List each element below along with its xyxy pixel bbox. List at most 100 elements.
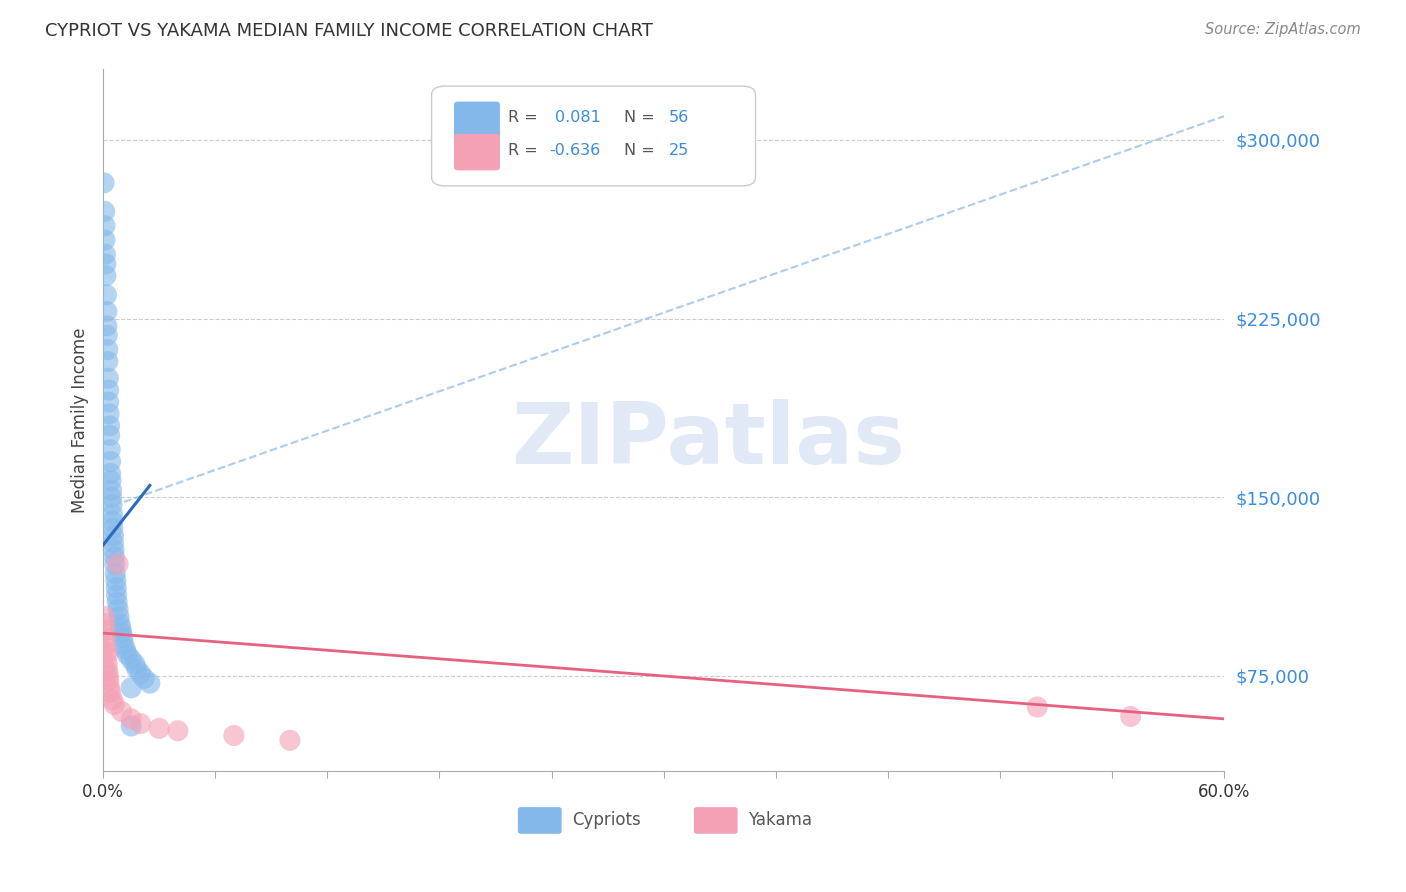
Point <box>94 233 117 247</box>
Point <box>96 649 118 664</box>
Point <box>105 581 128 595</box>
Point <box>111 626 134 640</box>
Point <box>120 719 142 733</box>
Point <box>97 354 120 368</box>
Point <box>103 698 125 712</box>
Point <box>97 669 120 683</box>
Point <box>96 288 118 302</box>
Point <box>94 631 117 645</box>
Text: 56: 56 <box>669 111 689 125</box>
Text: ZIPatlas: ZIPatlas <box>512 400 905 483</box>
Point <box>100 454 122 468</box>
Point <box>96 304 118 318</box>
Point <box>139 676 162 690</box>
Point <box>98 442 121 457</box>
Point <box>100 467 122 481</box>
FancyBboxPatch shape <box>695 807 738 834</box>
Point <box>101 514 124 528</box>
Point <box>111 705 134 719</box>
Text: R =: R = <box>508 144 543 158</box>
Point <box>112 638 135 652</box>
Point <box>96 328 118 343</box>
Point <box>100 686 122 700</box>
FancyBboxPatch shape <box>517 807 561 834</box>
Point <box>104 566 127 581</box>
Point <box>110 621 132 635</box>
Point <box>120 652 142 666</box>
Point <box>129 716 152 731</box>
Point <box>103 542 125 557</box>
Point <box>97 383 120 397</box>
Point <box>101 693 124 707</box>
Point <box>105 588 128 602</box>
Point <box>222 729 245 743</box>
Point <box>103 535 125 549</box>
Point <box>108 609 131 624</box>
Point <box>100 483 122 498</box>
FancyBboxPatch shape <box>432 87 755 186</box>
Point <box>103 549 125 564</box>
Text: Source: ZipAtlas.com: Source: ZipAtlas.com <box>1205 22 1361 37</box>
Point <box>93 609 115 624</box>
Point <box>1026 700 1049 714</box>
Text: N =: N = <box>624 144 661 158</box>
Point <box>96 318 118 333</box>
Point <box>94 268 117 283</box>
FancyBboxPatch shape <box>454 102 501 138</box>
Y-axis label: Median Family Income: Median Family Income <box>72 327 89 513</box>
Point <box>97 673 120 688</box>
Point <box>93 204 115 219</box>
Point <box>105 595 128 609</box>
Point <box>101 507 124 521</box>
Point <box>107 602 129 616</box>
Text: R =: R = <box>508 111 543 125</box>
Point <box>125 662 148 676</box>
Point <box>96 657 118 671</box>
Point <box>167 723 190 738</box>
Point <box>98 407 121 421</box>
Point <box>97 664 120 678</box>
Point <box>107 557 129 571</box>
Point <box>93 616 115 631</box>
Point <box>97 371 120 385</box>
Point <box>101 498 124 512</box>
Text: N =: N = <box>624 111 661 125</box>
Point <box>98 681 121 695</box>
Point <box>111 631 134 645</box>
Point <box>100 491 122 505</box>
Point <box>94 247 117 261</box>
Point <box>101 521 124 535</box>
Point <box>129 666 152 681</box>
Point <box>94 638 117 652</box>
Point <box>103 528 125 542</box>
Point <box>94 624 117 638</box>
Point <box>97 343 120 357</box>
Text: 0.081: 0.081 <box>555 111 600 125</box>
Point <box>104 557 127 571</box>
Point <box>94 257 117 271</box>
Point <box>93 176 115 190</box>
Text: Yakama: Yakama <box>748 812 811 830</box>
Point <box>278 733 301 747</box>
Text: CYPRIOT VS YAKAMA MEDIAN FAMILY INCOME CORRELATION CHART: CYPRIOT VS YAKAMA MEDIAN FAMILY INCOME C… <box>45 22 652 40</box>
Point <box>134 671 156 685</box>
Point <box>98 428 121 442</box>
Point <box>120 712 142 726</box>
FancyBboxPatch shape <box>454 134 501 170</box>
Text: -0.636: -0.636 <box>550 144 600 158</box>
Point <box>120 681 142 695</box>
Point <box>96 645 118 659</box>
Point <box>117 648 139 662</box>
Point <box>124 657 146 671</box>
Point <box>97 395 120 409</box>
Point <box>108 616 131 631</box>
Point <box>114 642 136 657</box>
Point <box>100 474 122 488</box>
Text: 25: 25 <box>669 144 689 158</box>
Point <box>98 418 121 433</box>
Text: Cypriots: Cypriots <box>572 812 641 830</box>
Point <box>94 219 117 233</box>
Point <box>1119 709 1142 723</box>
Point <box>148 722 170 736</box>
Point <box>104 574 127 588</box>
